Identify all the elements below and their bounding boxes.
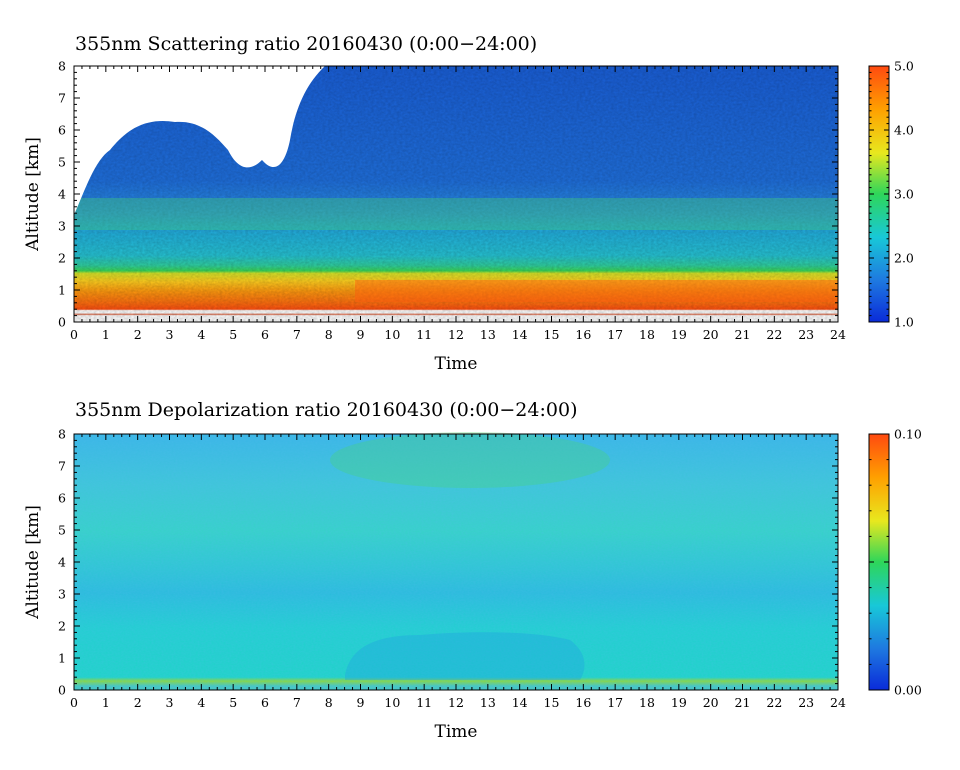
x-tick-label: 1 bbox=[102, 327, 110, 342]
colorbar-tick-label: 0.10 bbox=[894, 427, 922, 442]
x-tick-label: 0 bbox=[70, 695, 78, 710]
x-tick-label: 11 bbox=[416, 695, 432, 710]
x-tick-label: 1 bbox=[102, 695, 110, 710]
x-tick-label: 24 bbox=[830, 327, 846, 342]
y-axis: 0 1 2 3 4 5 6 7 8 bbox=[58, 427, 838, 698]
x-tick-label: 6 bbox=[261, 327, 269, 342]
x-tick-label: 5 bbox=[229, 695, 237, 710]
x-tick-label: 19 bbox=[671, 695, 687, 710]
x-axis: 0 1 2 3 4 5 6 7 8 9 10 11 12 13 14 15 16 17 18 19 20 21 22 23 24 bbox=[70, 434, 846, 710]
x-tick-label: 14 bbox=[512, 327, 528, 342]
x-tick-label: 11 bbox=[416, 327, 432, 342]
colorbar-tick-label: 0.00 bbox=[894, 683, 922, 698]
y-axis-label: Altitude [km] bbox=[23, 505, 43, 620]
y-tick-label: 7 bbox=[58, 91, 66, 106]
x-tick-label: 17 bbox=[607, 695, 623, 710]
x-tick-label: 13 bbox=[480, 695, 496, 710]
high-depolarization-patch bbox=[330, 432, 610, 488]
x-tick-label: 9 bbox=[357, 695, 365, 710]
x-tick-label: 10 bbox=[384, 327, 400, 342]
x-tick-label: 15 bbox=[544, 327, 560, 342]
x-tick-label: 3 bbox=[166, 695, 174, 710]
x-tick-label: 13 bbox=[480, 327, 496, 342]
y-tick-label: 3 bbox=[58, 587, 66, 602]
colorbar-tick-label: 1.0 bbox=[894, 315, 914, 330]
y-tick-label: 8 bbox=[58, 427, 66, 442]
x-tick-label: 18 bbox=[639, 695, 655, 710]
x-tick-label: 7 bbox=[293, 695, 301, 710]
y-tick-label: 1 bbox=[58, 651, 66, 666]
x-tick-label: 23 bbox=[798, 327, 814, 342]
y-tick-label: 0 bbox=[58, 683, 66, 698]
y-axis-label: Altitude [km] bbox=[23, 137, 43, 252]
y-tick-label: 0 bbox=[58, 315, 66, 330]
x-tick-label: 20 bbox=[703, 695, 719, 710]
y-tick-label: 4 bbox=[58, 555, 66, 570]
aerosol-layer-band bbox=[74, 198, 838, 230]
colorbar-tick-label: 2.0 bbox=[894, 251, 914, 266]
x-tick-label: 23 bbox=[798, 695, 814, 710]
x-tick-label: 6 bbox=[261, 695, 269, 710]
x-tick-label: 7 bbox=[293, 327, 301, 342]
x-tick-label: 5 bbox=[229, 327, 237, 342]
low-depolarization-region bbox=[345, 632, 585, 680]
x-tick-label: 16 bbox=[575, 327, 591, 342]
x-tick-label: 10 bbox=[384, 695, 400, 710]
y-tick-label: 2 bbox=[58, 251, 66, 266]
colorbar-tick-label: 4.0 bbox=[894, 123, 914, 138]
x-tick-label: 4 bbox=[197, 695, 205, 710]
x-tick-label: 19 bbox=[671, 327, 687, 342]
x-tick-label: 12 bbox=[448, 327, 464, 342]
chart-title: 355nm Depolarization ratio 20160430 (0:0… bbox=[75, 399, 577, 421]
y-axis: 0 1 2 3 4 5 6 7 8 bbox=[58, 59, 838, 330]
y-tick-label: 1 bbox=[58, 283, 66, 298]
x-tick-label: 21 bbox=[735, 327, 751, 342]
y-tick-label: 2 bbox=[58, 619, 66, 634]
x-tick-label: 22 bbox=[766, 327, 782, 342]
x-tick-label: 8 bbox=[325, 695, 333, 710]
heatmap-texture bbox=[74, 434, 838, 690]
x-tick-label: 2 bbox=[134, 695, 142, 710]
y-tick-label: 4 bbox=[58, 187, 66, 202]
x-tick-label: 22 bbox=[766, 695, 782, 710]
y-tick-label: 5 bbox=[58, 523, 66, 538]
depolarization-ratio-panel: 355nm Depolarization ratio 20160430 (0:0… bbox=[23, 399, 922, 742]
y-tick-label: 5 bbox=[58, 155, 66, 170]
boundary-layer-band bbox=[355, 280, 838, 302]
x-tick-label: 12 bbox=[448, 695, 464, 710]
scattering-ratio-panel: 355nm Scattering ratio 20160430 (0:00−24… bbox=[23, 33, 914, 374]
x-tick-label: 9 bbox=[357, 327, 365, 342]
x-tick-label: 3 bbox=[166, 327, 174, 342]
colorbar-tick-label: 3.0 bbox=[894, 187, 914, 202]
y-tick-label: 6 bbox=[58, 123, 66, 138]
x-axis-label: Time bbox=[435, 354, 478, 374]
y-tick-label: 6 bbox=[58, 491, 66, 506]
x-axis: 0 1 2 3 4 5 6 7 8 9 10 11 12 13 14 15 16 17 18 19 20 21 22 23 24 bbox=[70, 66, 846, 342]
colorbar-tick-label: 5.0 bbox=[894, 59, 914, 74]
y-tick-label: 3 bbox=[58, 219, 66, 234]
x-tick-label: 16 bbox=[575, 695, 591, 710]
x-tick-label: 8 bbox=[325, 327, 333, 342]
x-tick-label: 17 bbox=[607, 327, 623, 342]
x-tick-label: 21 bbox=[735, 695, 751, 710]
colorbar-ticks: 0.00 0.10 bbox=[869, 427, 922, 698]
x-tick-label: 15 bbox=[544, 695, 560, 710]
x-tick-label: 4 bbox=[197, 327, 205, 342]
x-axis-label: Time bbox=[435, 722, 478, 742]
x-tick-label: 0 bbox=[70, 327, 78, 342]
x-tick-label: 2 bbox=[134, 327, 142, 342]
x-tick-label: 14 bbox=[512, 695, 528, 710]
no-data-region bbox=[74, 66, 325, 215]
x-tick-label: 24 bbox=[830, 695, 846, 710]
x-tick-label: 20 bbox=[703, 327, 719, 342]
x-tick-label: 18 bbox=[639, 327, 655, 342]
y-tick-label: 7 bbox=[58, 459, 66, 474]
chart-title: 355nm Scattering ratio 20160430 (0:00−24… bbox=[75, 33, 537, 55]
colorbar-ticks: 1.0 2.0 3.0 4.0 5.0 bbox=[869, 59, 914, 330]
y-tick-label: 8 bbox=[58, 59, 66, 74]
